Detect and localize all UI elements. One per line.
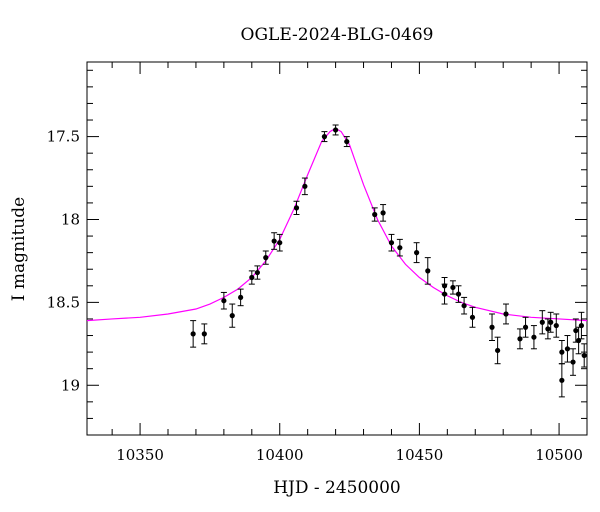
model-curve [87,127,587,322]
y-tick-label: 18.5 [47,293,80,311]
data-point [293,205,300,211]
data-point [221,298,227,304]
data-point [539,319,545,325]
tick-labels: 10350 10400 10450 10500 17.5 18 18.5 19 [47,128,583,464]
x-tick-label: 10500 [535,446,583,464]
x-tick-label: 10350 [116,446,164,464]
data-point [344,138,350,145]
data-point [573,327,579,334]
axis-ticks [87,62,588,436]
data-point [277,240,283,246]
y-tick-label: 19 [61,376,80,394]
data-point [190,331,196,337]
data-point [271,238,277,244]
data-point [581,352,587,359]
data-point [495,347,501,354]
data-point [545,326,551,332]
x-tick-label: 10400 [256,446,304,464]
data-point [461,303,467,309]
data-point [263,255,269,261]
data-point [425,268,431,274]
y-tick-label: 17.5 [47,128,80,146]
x-tick-label: 10450 [396,446,444,464]
data-point [548,319,554,325]
data-point [578,322,585,329]
data-point [503,311,509,317]
data-point [455,291,462,297]
data-point [333,127,339,133]
data-point [372,211,378,218]
data-point [469,314,476,320]
data-point [441,291,448,297]
data-point [559,349,565,355]
data-point [229,313,235,319]
data-point [414,250,420,256]
data-point [489,324,495,330]
data-point [450,284,456,291]
data-point [380,210,386,216]
data-point [559,377,565,383]
plot-frame [86,61,588,436]
model-curve-group [87,127,587,322]
data-point [517,336,523,342]
data-points-group [190,124,587,398]
data-point [321,134,328,140]
data-point [302,183,308,189]
data-point [254,269,260,276]
x-axis-label: HJD - 2450000 [273,478,401,498]
y-tick-label: 18 [61,210,80,228]
data-point [249,274,255,281]
data-point [201,331,207,337]
data-point [522,324,529,330]
chart-title: OGLE-2024-BLG-0469 [241,25,434,45]
data-point [553,322,559,329]
data-point [564,346,571,352]
data-point [531,334,537,340]
data-point [388,240,395,246]
data-point [570,359,576,365]
data-point [397,245,403,251]
y-axis-label: I magnitude [9,197,29,301]
data-point [238,294,244,301]
